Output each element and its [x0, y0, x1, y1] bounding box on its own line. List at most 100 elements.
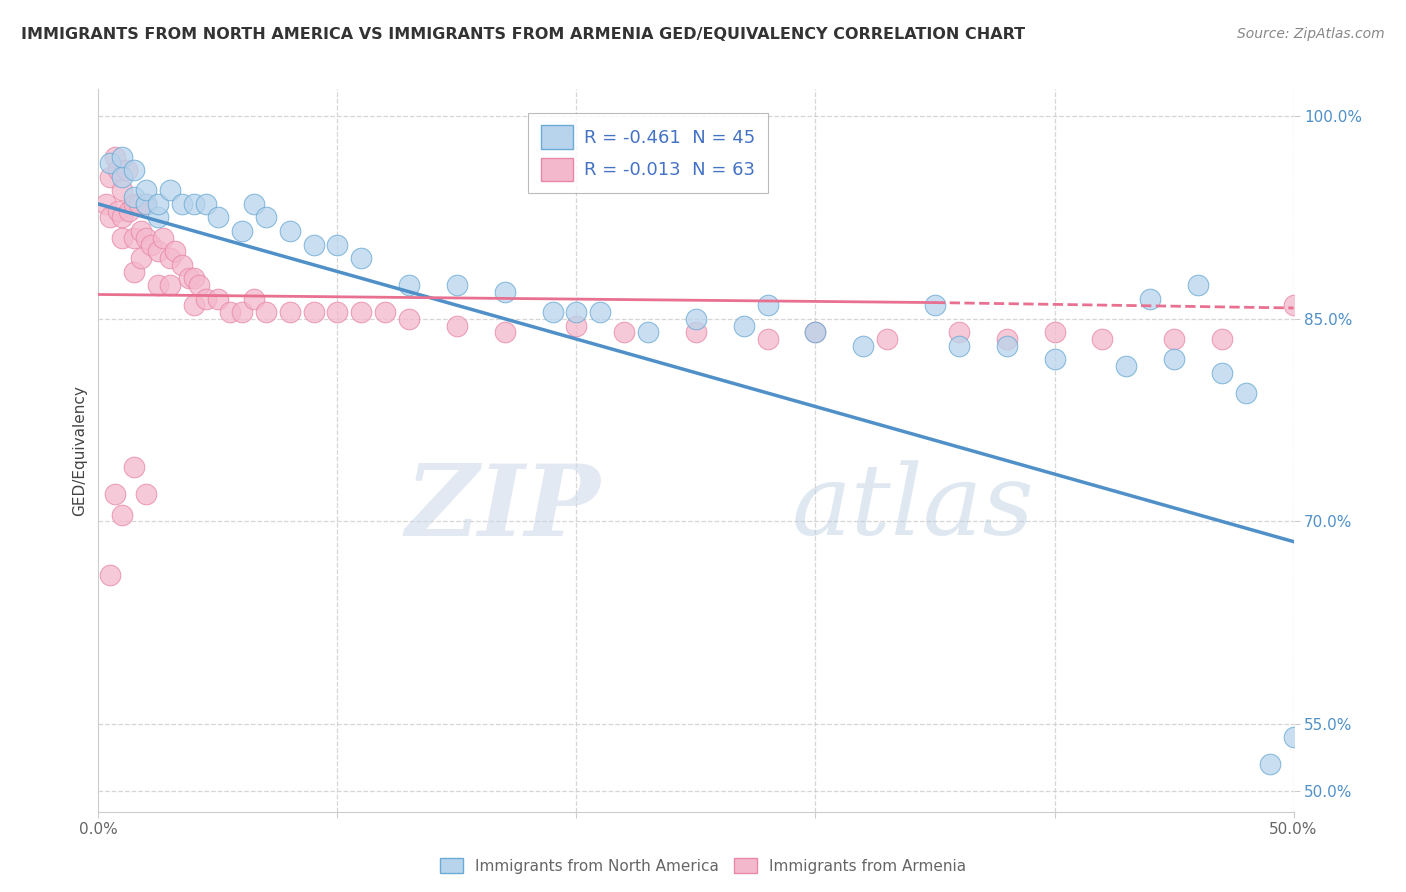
- Point: [326, 305, 349, 319]
- Point: [1091, 332, 1114, 346]
- Point: [924, 298, 946, 312]
- Point: [131, 224, 153, 238]
- Point: [995, 339, 1018, 353]
- Point: [195, 292, 218, 306]
- Point: [104, 487, 127, 501]
- Point: [1115, 359, 1137, 373]
- Point: [148, 278, 170, 293]
- Point: [135, 487, 157, 501]
- Point: [111, 184, 134, 198]
- Point: [1211, 332, 1233, 346]
- Point: [124, 190, 146, 204]
- Point: [398, 311, 420, 326]
- Point: [118, 203, 141, 218]
- Point: [1187, 278, 1209, 293]
- Point: [326, 237, 349, 252]
- Point: [94, 197, 117, 211]
- Point: [152, 231, 174, 245]
- Point: [243, 197, 266, 211]
- Legend: R = -0.461  N = 45, R = -0.013  N = 63: R = -0.461 N = 45, R = -0.013 N = 63: [529, 112, 768, 194]
- Point: [243, 292, 266, 306]
- Point: [1139, 292, 1161, 306]
- Point: [187, 278, 209, 293]
- Point: [124, 163, 146, 178]
- Point: [804, 326, 827, 340]
- Text: IMMIGRANTS FROM NORTH AMERICA VS IMMIGRANTS FROM ARMENIA GED/EQUIVALENCY CORRELA: IMMIGRANTS FROM NORTH AMERICA VS IMMIGRA…: [21, 27, 1025, 42]
- Point: [179, 271, 201, 285]
- Point: [254, 211, 277, 225]
- Point: [219, 305, 242, 319]
- Point: [207, 292, 229, 306]
- Point: [124, 460, 146, 475]
- Point: [374, 305, 396, 319]
- Point: [98, 169, 122, 184]
- Point: [446, 278, 468, 293]
- Point: [111, 211, 134, 225]
- Text: ZIP: ZIP: [405, 460, 600, 557]
- Point: [207, 211, 229, 225]
- Point: [398, 278, 420, 293]
- Point: [135, 197, 157, 211]
- Point: [613, 326, 636, 340]
- Point: [685, 311, 707, 326]
- Point: [733, 318, 755, 333]
- Point: [350, 251, 373, 265]
- Point: [685, 326, 707, 340]
- Point: [231, 305, 253, 319]
- Point: [756, 298, 779, 312]
- Point: [124, 197, 146, 211]
- Point: [111, 169, 134, 184]
- Point: [446, 318, 468, 333]
- Point: [948, 326, 970, 340]
- Legend: Immigrants from North America, Immigrants from Armenia: Immigrants from North America, Immigrant…: [433, 852, 973, 880]
- Point: [565, 318, 588, 333]
- Point: [128, 197, 150, 211]
- Text: Source: ZipAtlas.com: Source: ZipAtlas.com: [1237, 27, 1385, 41]
- Point: [115, 163, 138, 178]
- Point: [104, 150, 127, 164]
- Point: [111, 231, 134, 245]
- Point: [1043, 352, 1066, 367]
- Point: [183, 271, 205, 285]
- Point: [876, 332, 898, 346]
- Point: [107, 163, 129, 178]
- Point: [589, 305, 612, 319]
- Point: [159, 184, 181, 198]
- Point: [195, 197, 218, 211]
- Point: [172, 197, 194, 211]
- Point: [148, 244, 170, 259]
- Point: [231, 224, 253, 238]
- Point: [494, 326, 516, 340]
- Point: [852, 339, 875, 353]
- Point: [124, 231, 146, 245]
- Point: [135, 231, 157, 245]
- Text: atlas: atlas: [792, 460, 1035, 556]
- Point: [541, 305, 564, 319]
- Point: [1282, 298, 1305, 312]
- Point: [756, 332, 779, 346]
- Point: [107, 203, 129, 218]
- Point: [1282, 731, 1305, 745]
- Point: [135, 184, 157, 198]
- Point: [1163, 332, 1185, 346]
- Point: [254, 305, 277, 319]
- Point: [148, 211, 170, 225]
- Point: [135, 197, 157, 211]
- Point: [804, 326, 827, 340]
- Point: [1234, 386, 1257, 401]
- Point: [139, 237, 162, 252]
- Point: [98, 568, 122, 582]
- Point: [637, 326, 659, 340]
- Point: [350, 305, 373, 319]
- Point: [565, 305, 588, 319]
- Point: [494, 285, 516, 299]
- Point: [111, 508, 134, 522]
- Point: [159, 278, 181, 293]
- Point: [278, 305, 301, 319]
- Point: [1211, 366, 1233, 380]
- Point: [172, 258, 194, 272]
- Point: [183, 197, 205, 211]
- Point: [148, 197, 170, 211]
- Point: [948, 339, 970, 353]
- Point: [159, 251, 181, 265]
